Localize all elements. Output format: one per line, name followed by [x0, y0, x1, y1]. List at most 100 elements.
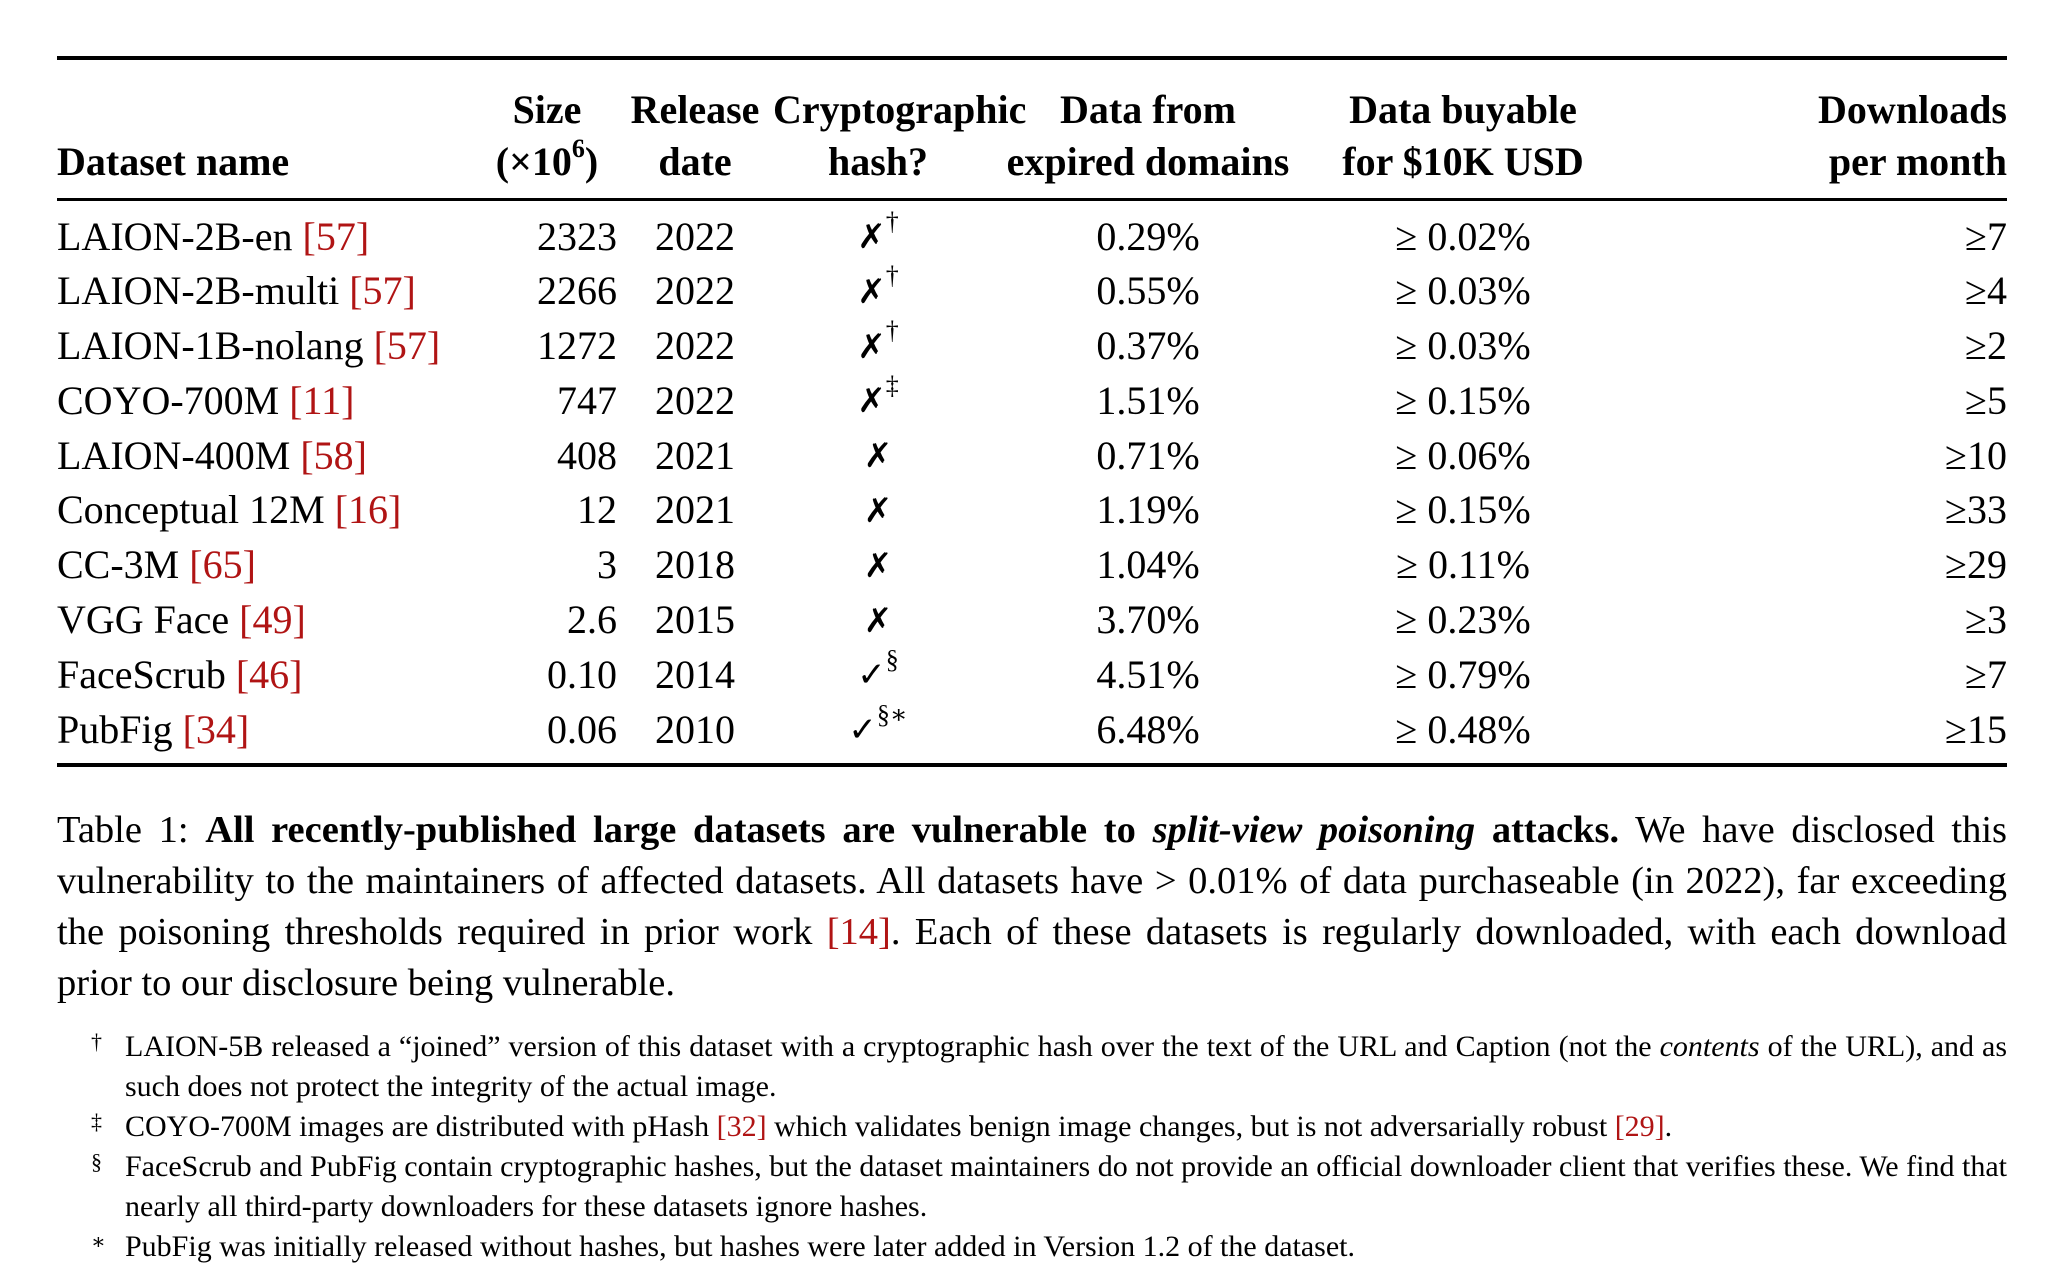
cell-release-date: 2021 [655, 487, 735, 533]
hash-mark-icon: ✗ [857, 326, 886, 367]
cell-expired-domains: 0.55% [1096, 268, 1200, 314]
hash-mark-icon: ✗ [857, 381, 886, 422]
cell-expired-domains: 6.48% [983, 702, 1313, 767]
cell-downloads: ≥5 [1965, 377, 2007, 423]
cell-downloads: ≥29 [1945, 542, 2007, 588]
cell-data-buyable: ≥ 0.23% [1395, 597, 1531, 643]
cell-dataset-name: COYO-700M [11] [57, 377, 355, 423]
hash-footnote-mark: § [885, 645, 899, 675]
header-expired-domains: Data from expired domains [983, 84, 1313, 201]
cell-dataset-name: LAION-2B-en [57] [57, 213, 370, 259]
dataset-citation[interactable]: [16] [334, 487, 402, 533]
caption-label: Table 1: [57, 808, 189, 851]
dataset-citation[interactable]: [65] [189, 542, 256, 588]
hash-mark-icon: ✓ [848, 710, 877, 751]
hash-mark-icon: ✗ [863, 436, 893, 477]
cell-release-date: 2021 [655, 432, 735, 478]
header-size: Size (×106) [477, 84, 617, 201]
cell-hash: ✗† [773, 261, 983, 319]
cell-release-date: 2022 [655, 323, 735, 369]
hash-footnote-mark: ‡ [885, 371, 899, 401]
hash-footnote-mark: † [885, 206, 899, 236]
cell-release-date: 2022 [655, 377, 735, 423]
cell-dataset-name: LAION-400M [58] [57, 432, 367, 478]
hash-mark-icon: ✗ [863, 490, 893, 531]
footnote-citation[interactable]: [29] [1614, 1109, 1665, 1143]
dataset-citation[interactable]: [11] [289, 377, 355, 423]
cell-hash: ✗ [773, 428, 983, 483]
hash-footnote-mark: † [885, 261, 899, 291]
cell-dataset-name: LAION-1B-nolang [57] [57, 323, 441, 369]
dataset-citation[interactable]: [58] [300, 432, 367, 478]
cell-size: 0.06 [477, 702, 617, 767]
footnote-citation[interactable]: [32] [716, 1109, 767, 1143]
footnote: ‡ COYO-700M images are distributed with p… [91, 1107, 2007, 1147]
caption-text-b: . Each of these datasets is regularly do… [57, 910, 2008, 1004]
cell-downloads: ≥4 [1965, 268, 2007, 314]
cell-hash: ✗† [773, 316, 983, 374]
cell-data-buyable: ≥ 0.11% [1396, 542, 1530, 588]
table-body: LAION-2B-en [57] 2323 2022 ✗† 0.29% ≥ 0.02% ≥7… [57, 200, 2007, 767]
dataset-citation[interactable]: [57] [373, 323, 441, 369]
cell-data-buyable: ≥ 0.02% [1395, 213, 1531, 259]
footnotes: † LAION-5B released a “joined” version of… [91, 1027, 2007, 1267]
table-row: CC-3M [65] 3 2018 ✗ 1.04% ≥ 0.11% ≥29 [57, 538, 2007, 593]
cell-hash: ✓§ [773, 647, 983, 702]
dataset-citation[interactable]: [49] [239, 597, 306, 643]
footnote: ∗ PubFig was initially released without h… [91, 1227, 2007, 1267]
cell-dataset-name: Conceptual 12M [16] [57, 487, 402, 533]
table-caption: Table 1: All recently-published large da… [57, 805, 2007, 1009]
cell-size: 0.10 [547, 651, 617, 697]
footnote-symbol: † [91, 1028, 102, 1054]
cell-data-buyable: ≥ 0.03% [1395, 268, 1531, 314]
dataset-citation[interactable]: [57] [349, 268, 416, 314]
cell-hash: ✗ [773, 538, 983, 593]
dataset-citation[interactable]: [46] [235, 651, 303, 697]
table-header-row: Dataset name Size (×106) Release date Cr… [57, 84, 2007, 201]
cell-downloads: ≥10 [1945, 432, 2007, 478]
datasets-table: Dataset name Size (×106) Release date Cr… [57, 56, 2007, 767]
cell-data-buyable: ≥ 0.06% [1395, 432, 1531, 478]
table-row: LAION-2B-en [57] 2323 2022 ✗† 0.29% ≥ 0.02% ≥7 [57, 200, 2007, 264]
cell-downloads: ≥15 [1613, 702, 2007, 767]
cell-size: 2266 [537, 268, 617, 314]
table-row: COYO-700M [11] 747 2022 ✗‡ 1.51% ≥ 0.15% ≥5 [57, 373, 2007, 428]
footnote: † LAION-5B released a “joined” version of… [91, 1027, 2007, 1107]
cell-release-date: 2022 [655, 268, 735, 314]
cell-hash: ✗ [773, 593, 983, 648]
table-row: PubFig [34] 0.06 2010 ✓§∗ 6.48% ≥ 0.48% ≥15 [57, 701, 2007, 767]
cell-downloads: ≥7 [1965, 651, 2007, 697]
cell-downloads: ≥2 [1965, 323, 2007, 369]
cell-data-buyable: ≥ 0.03% [1395, 323, 1531, 369]
cell-size: 2.6 [567, 597, 617, 643]
cell-expired-domains: 0.37% [1096, 323, 1200, 369]
cell-release-date: 2010 [617, 702, 773, 767]
caption-citation[interactable]: [14] [826, 910, 891, 953]
cell-hash: ✗ [773, 483, 983, 538]
footnote-symbol: ‡ [91, 1108, 102, 1134]
cell-expired-domains: 1.19% [1096, 487, 1200, 533]
cell-data-buyable: ≥ 0.48% [1313, 702, 1613, 767]
table-row: FaceScrub [46] 0.10 2014 ✓§ 4.51% ≥ 0.79% ≥7 [57, 647, 2007, 702]
cell-expired-domains: 3.70% [1096, 597, 1200, 643]
cell-expired-domains: 4.51% [1096, 651, 1200, 697]
dataset-citation[interactable]: [57] [302, 213, 370, 259]
hash-mark-icon: ✗ [857, 217, 886, 257]
header-cryptographic-hash: Cryptographic hash? [773, 84, 1026, 201]
cell-expired-domains: 0.71% [1096, 432, 1200, 478]
cell-size: 2323 [537, 213, 617, 259]
cell-downloads: ≥3 [1965, 597, 2007, 643]
cell-data-buyable: ≥ 0.15% [1395, 377, 1531, 423]
caption-bold-italic: split-view poisoning [1152, 808, 1476, 851]
dataset-citation[interactable]: [34] [182, 706, 250, 752]
cell-size: 3 [597, 542, 617, 588]
cell-data-buyable: ≥ 0.15% [1395, 487, 1531, 533]
hash-footnote-mark: † [885, 316, 899, 346]
cell-hash: ✗‡ [773, 373, 983, 428]
cell-downloads: ≥7 [1965, 213, 2007, 259]
table-row: LAION-2B-multi [57] 2266 2022 ✗† 0.55% ≥ 0.03… [57, 261, 2007, 319]
header-data-buyable: Data buyable for $10K USD [1313, 84, 1613, 201]
cell-dataset-name: LAION-2B-multi [57] [57, 268, 416, 314]
cell-size: 747 [557, 377, 617, 423]
hash-mark-icon: ✓ [857, 655, 886, 696]
